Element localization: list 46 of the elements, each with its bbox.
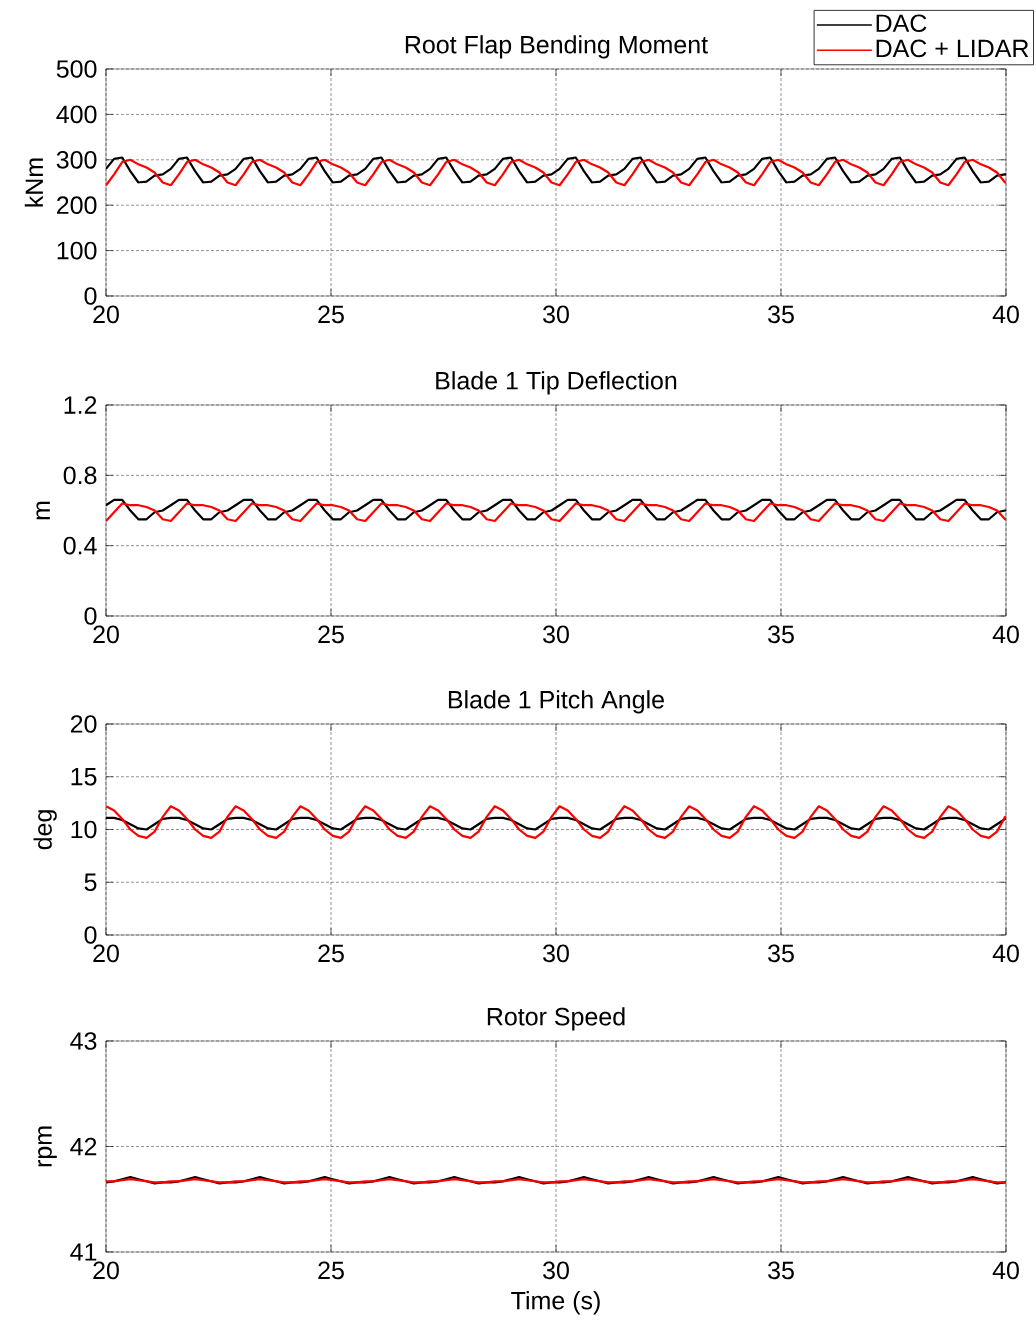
y-tick-label: 1.2 <box>64 396 97 414</box>
y-axis-title: m <box>36 501 50 520</box>
y-tick-label: 0 <box>84 287 97 305</box>
y-tick-label: 400 <box>56 105 97 124</box>
x-tick-label: 40 <box>992 1261 1019 1280</box>
x-tick-label: 35 <box>768 625 794 644</box>
y-tick-label: 0 <box>84 607 97 625</box>
x-tick-label: 40 <box>992 305 1019 324</box>
y-tick-label: 41 <box>70 1243 97 1261</box>
y-tick-label: 200 <box>57 196 97 215</box>
y-tick-label: 43 <box>70 1032 97 1050</box>
x-tick-label: 30 <box>543 305 569 324</box>
chart-title: Rotor Speed <box>487 1007 625 1031</box>
chart-title: Blade 1 Pitch Angle <box>448 690 664 714</box>
x-tick-label: 40 <box>992 625 1019 644</box>
x-tick-label: 35 <box>768 305 794 324</box>
chart-title: Blade 1 Tip Deflection <box>436 371 677 395</box>
x-tick-label: 25 <box>318 305 344 324</box>
y-axis-title: rpm <box>38 1126 57 1167</box>
y-axis-title: deg <box>33 810 57 850</box>
y-axis-title: kNm <box>24 158 43 207</box>
x-axis-title: Time (s) <box>511 1291 600 1315</box>
x-tick-label: 25 <box>318 625 344 644</box>
y-tick-label: 0.4 <box>63 536 97 555</box>
x-tick-label: 40 <box>992 944 1019 963</box>
y-tick-label: 15 <box>71 768 97 786</box>
y-tick-label: 100 <box>57 241 97 260</box>
y-tick-label: 10 <box>71 820 97 839</box>
x-tick-label: 30 <box>543 625 569 644</box>
x-tick-label: 35 <box>768 1261 794 1280</box>
line-series <box>106 805 1006 840</box>
x-tick-label: 30 <box>543 1261 569 1280</box>
x-tick-label: 25 <box>318 944 344 963</box>
chart-title: Root Flap Bending Moment <box>405 35 708 59</box>
x-tick-label: 30 <box>543 944 569 963</box>
y-tick-label: 500 <box>56 60 97 78</box>
legend-label: DAC + LIDAR <box>876 39 1029 58</box>
y-tick-label: 20 <box>70 715 97 733</box>
x-tick-label: 25 <box>318 1261 344 1280</box>
y-tick-label: 42 <box>70 1137 97 1156</box>
y-tick-label: 0.8 <box>63 466 97 485</box>
legend-label: DAC <box>876 14 927 33</box>
y-tick-label: 300 <box>56 150 97 169</box>
y-tick-label: 5 <box>84 873 97 891</box>
x-tick-label: 35 <box>768 944 794 963</box>
y-tick-label: 0 <box>84 926 97 944</box>
